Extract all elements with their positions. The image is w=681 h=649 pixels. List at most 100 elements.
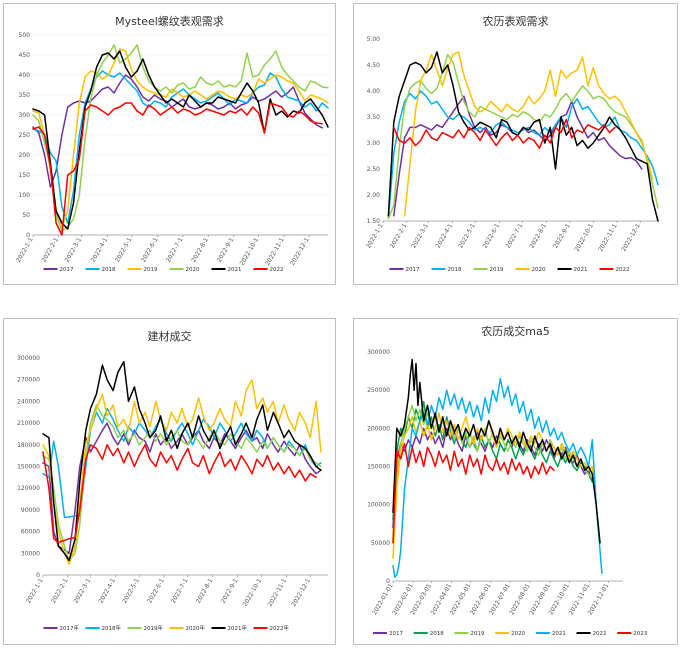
y-tick-label: 250000: [367, 387, 390, 394]
y-tick-label: 3.00: [367, 140, 381, 147]
y-tick-label: 500: [19, 32, 31, 39]
series-line-2022: [393, 118, 616, 149]
y-tick-label: 200: [19, 152, 31, 159]
legend-label: 2018: [102, 267, 116, 273]
legend-item-2020年: 2020年: [169, 624, 206, 632]
series-line-2023: [392, 442, 555, 544]
y-tick-label: 180000: [17, 442, 40, 449]
chart-frame: [3, 318, 336, 645]
legend-label: 2022: [616, 267, 630, 273]
chart-title: 建材成交: [148, 329, 192, 343]
y-tick-label: 450: [19, 52, 31, 59]
chart-lunar-trades-ma5: 农历成交ma5 0 50000 100000 150000 200000 250000 300…: [353, 318, 678, 645]
series-line-2020: [403, 51, 654, 217]
legend-item-2018: 2018: [431, 267, 462, 273]
legend-item-2017: 2017: [389, 267, 420, 273]
legend-item-2018: 2018: [85, 267, 116, 273]
legend-label: 2020: [511, 631, 525, 637]
y-tick-label: 300: [19, 112, 31, 119]
series-line-2020: [32, 44, 329, 232]
legend-item-2017: 2017: [373, 631, 403, 637]
chart-frame: [353, 318, 678, 645]
legend-label: 2019: [144, 267, 158, 273]
legend-item-2021: 2021: [211, 267, 242, 273]
legend-label: 2017: [406, 267, 420, 273]
legend-item-2022: 2022: [576, 631, 607, 637]
legend-label: 2021: [552, 631, 566, 637]
legend-label: 2019: [470, 631, 484, 637]
legend-label: 2021: [574, 267, 588, 273]
series-line-2019: [32, 48, 329, 228]
legend-label: 2020年: [186, 624, 206, 632]
y-tick-label: 50: [22, 212, 30, 219]
series-line-2022年: [42, 444, 317, 544]
legend-item-2019: 2019: [454, 631, 485, 637]
chart-frame: [3, 3, 336, 285]
legend-item-2020: 2020: [495, 631, 526, 637]
legend-item-2018: 2018: [413, 631, 444, 637]
legend-item-2020: 2020: [515, 267, 546, 273]
legend-label: 2019: [490, 267, 504, 273]
chart-title: Mysteel螺纹表观需求: [115, 14, 224, 28]
legend-label: 2019年: [144, 624, 164, 632]
series-line-2020年: [42, 378, 322, 565]
chart-title: 农历成交ma5: [481, 324, 549, 338]
legend-label: 2020: [186, 267, 200, 273]
legend-item-2018年: 2018年: [85, 624, 121, 632]
y-tick-label: 3.50: [367, 114, 381, 121]
y-tick-label: 150000: [17, 464, 40, 471]
y-tick-label: 210000: [17, 420, 40, 427]
legend-label: 2017: [60, 267, 74, 273]
chart-lunar-apparent-demand: 农历表观需求 1.50 2.00 2.50 3.00 3.50 4.00 4.50 5.00 20…: [353, 3, 678, 285]
legend-label: 2021年: [228, 624, 248, 632]
y-tick-label: 400: [19, 72, 31, 79]
y-tick-label: 120000: [17, 485, 40, 492]
series-line-2021: [392, 377, 603, 578]
y-tick-label: 100: [19, 192, 31, 199]
y-tick-label: 150000: [367, 464, 390, 471]
legend-label: 2017: [389, 631, 403, 637]
y-tick-label: 60000: [21, 529, 40, 536]
y-tick-label: 0: [386, 578, 390, 585]
y-tick-label: 4.50: [367, 62, 381, 69]
legend-label: 2023: [633, 631, 647, 637]
chart-title: 农历表观需求: [483, 14, 549, 28]
legend-label: 2017年: [60, 624, 80, 632]
y-tick-label: 350: [19, 92, 31, 99]
y-tick-label: 270000: [17, 377, 40, 384]
legend-label: 2022年: [270, 624, 290, 632]
legend-item-2021: 2021: [535, 631, 566, 637]
y-tick-label: 50000: [371, 540, 390, 547]
legend-item-2019: 2019: [473, 267, 504, 273]
y-tick-label: 5.00: [367, 36, 381, 43]
legend-label: 2018: [430, 631, 444, 637]
legend-item-2019年: 2019年: [127, 624, 164, 632]
series-line-2022: [32, 102, 323, 236]
y-tick-label: 2.50: [367, 166, 381, 173]
series-line-2018: [32, 70, 329, 224]
legend-item-2020: 2020: [169, 267, 200, 273]
series-line-2021年: [42, 360, 322, 562]
legend-item-2017: 2017: [43, 267, 74, 273]
legend-item-2022年: 2022年: [253, 624, 290, 632]
y-tick-label: 2.00: [367, 192, 381, 199]
y-tick-label: 150: [19, 172, 31, 179]
chart-building-material-trades: 建材成交 0 30000 60000 90000 120000 150000 180000 21…: [3, 318, 336, 645]
y-tick-label: 4.00: [367, 88, 381, 95]
legend-item-2023: 2023: [617, 631, 648, 637]
series-line-2021: [387, 51, 659, 222]
y-tick-label: 0: [26, 232, 30, 239]
y-tick-label: 100000: [367, 502, 390, 509]
series-line-2019: [387, 53, 659, 220]
chart-mysteel-rebar-demand: Mysteel螺纹表观需求 0 50 100 150 200 250 300 350 400 450…: [3, 3, 336, 285]
y-tick-label: 90000: [21, 507, 40, 514]
y-tick-label: 300000: [367, 349, 390, 356]
legend-label: 2022: [270, 267, 284, 273]
legend-item-2021: 2021: [557, 267, 588, 273]
legend-label: 2022: [593, 631, 607, 637]
legend-label: 2021: [228, 267, 242, 273]
y-tick-label: 200000: [367, 425, 390, 432]
legend-item-2019: 2019: [127, 267, 158, 273]
legend-label: 2018: [448, 267, 462, 273]
y-tick-label: 30000: [21, 550, 40, 557]
